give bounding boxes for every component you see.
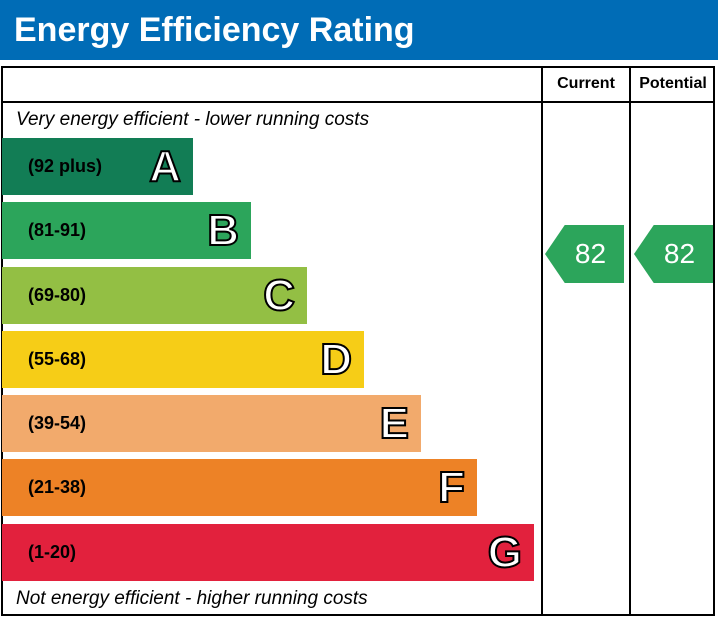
band-letter: B xyxy=(206,205,240,256)
header-divider xyxy=(1,101,715,103)
band-range: (92 plus) xyxy=(28,156,103,176)
band-range: (55-68) xyxy=(28,349,87,369)
band-range: (1-20) xyxy=(28,542,77,562)
potential-header: Potential xyxy=(639,75,707,92)
band-range: (21-38) xyxy=(28,477,87,497)
band-bar-c: (69-80) C xyxy=(2,267,307,324)
band-bar-d: (55-68) D xyxy=(2,331,364,388)
band-bar-e: (39-54) E xyxy=(2,395,421,452)
top-note: Very energy efficient - lower running co… xyxy=(16,109,370,130)
column-divider xyxy=(541,66,543,616)
band-bar-f: (21-38) F xyxy=(2,459,477,516)
band-letter: F xyxy=(437,462,466,513)
potential-rating-arrow: 82 xyxy=(634,225,713,283)
bottom-note: Not energy efficient - higher running co… xyxy=(16,588,368,609)
band-letter: D xyxy=(319,334,353,385)
band-range: (81-91) xyxy=(28,220,87,240)
band-bar-b: (81-91) B xyxy=(2,202,251,259)
band-bar-a: (92 plus) A xyxy=(2,138,193,195)
band-range: (69-80) xyxy=(28,285,87,305)
band-letter: E xyxy=(379,398,410,449)
band-bar-g: (1-20) G xyxy=(2,524,534,581)
current-rating-arrow: 82 xyxy=(545,225,624,283)
band-range: (39-54) xyxy=(28,413,87,433)
band-letter: A xyxy=(148,141,182,192)
band-letter: C xyxy=(262,270,296,321)
page-title: Energy Efficiency Rating xyxy=(0,0,718,60)
band-letter: G xyxy=(487,527,523,578)
column-divider xyxy=(629,66,631,616)
current-header: Current xyxy=(557,75,615,92)
